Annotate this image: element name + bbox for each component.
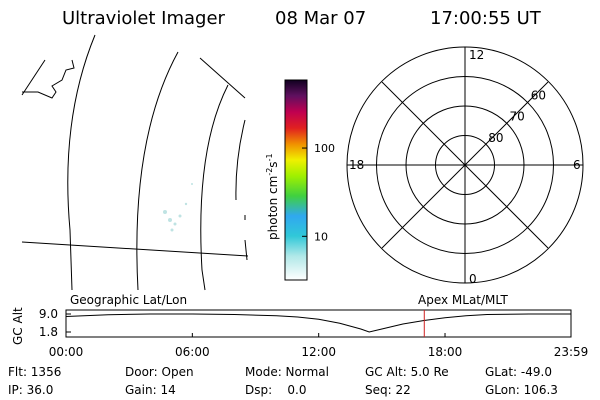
- polar-plot: [346, 46, 584, 284]
- status-field: GLat: -49.0: [485, 365, 552, 379]
- x-tick-label: 23:59: [554, 345, 589, 359]
- y-axis-label: GC Alt: [11, 307, 25, 345]
- unit: photon cm: [266, 176, 280, 240]
- instrument: Ultraviolet Imager: [62, 8, 226, 29]
- colorbar-tick-label: 100: [314, 142, 335, 155]
- polar-ring: [376, 76, 554, 254]
- status-field: Seq: 22: [365, 383, 411, 397]
- time: 17:00:55 UT: [430, 8, 542, 29]
- x-tick-label: 18:00: [428, 345, 463, 359]
- axis-line: [381, 81, 549, 249]
- y-tick-label: 9.0: [39, 307, 58, 321]
- map-line: [200, 84, 229, 291]
- ring-label: 60: [531, 88, 546, 102]
- chart-title: Apex MLat/MLT: [418, 293, 508, 307]
- chart-title: Geographic Lat/Lon: [70, 293, 187, 307]
- altitude-line: [65, 313, 571, 333]
- status-field: Gain: 14: [125, 383, 176, 397]
- ring-label: 80: [488, 131, 503, 145]
- exponent: -1: [265, 153, 274, 161]
- map-line: [67, 34, 96, 291]
- x-tick-label: 00:00: [49, 345, 84, 359]
- geo-map: [21, 34, 249, 291]
- map-line: [21, 59, 46, 96]
- ring-label: 70: [509, 110, 524, 124]
- y-tick-label: 1.8: [39, 325, 58, 339]
- mlt-label: 12: [469, 48, 484, 62]
- status-field: Door: Open: [125, 365, 194, 379]
- coastline: [22, 59, 75, 99]
- polar-ring: [346, 46, 584, 284]
- colorbar-label: photon cm-2s-1: [265, 153, 280, 240]
- status-field: GLon: 106.3: [485, 383, 558, 397]
- map-line: [199, 57, 246, 99]
- x-tick-label: 12:00: [301, 345, 336, 359]
- status-field: Mode: Normal: [245, 365, 329, 379]
- colorbar: [284, 79, 308, 281]
- map-line: [235, 119, 248, 261]
- date: 08 Mar 07: [275, 8, 366, 29]
- mlt-label: 18: [349, 158, 364, 172]
- unit: s: [266, 161, 280, 167]
- colorbar-tick-label: 10: [314, 230, 328, 243]
- x-tick-label: 06:00: [175, 345, 210, 359]
- status-field: GC Alt: 5.0 Re: [365, 365, 449, 379]
- mlt-label: 0: [469, 272, 477, 286]
- status-field: Dsp: 0.0: [245, 383, 307, 397]
- aurora-specks: [163, 183, 193, 232]
- exponent: -2: [265, 168, 274, 176]
- mlt-label: 6: [573, 158, 581, 172]
- status-field: IP: 36.0: [8, 383, 53, 397]
- status-field: Flt: 1356: [8, 365, 61, 379]
- map-line: [136, 51, 179, 291]
- polar-ring: [435, 135, 495, 195]
- polar-ring: [405, 105, 525, 225]
- map-line: [21, 241, 249, 257]
